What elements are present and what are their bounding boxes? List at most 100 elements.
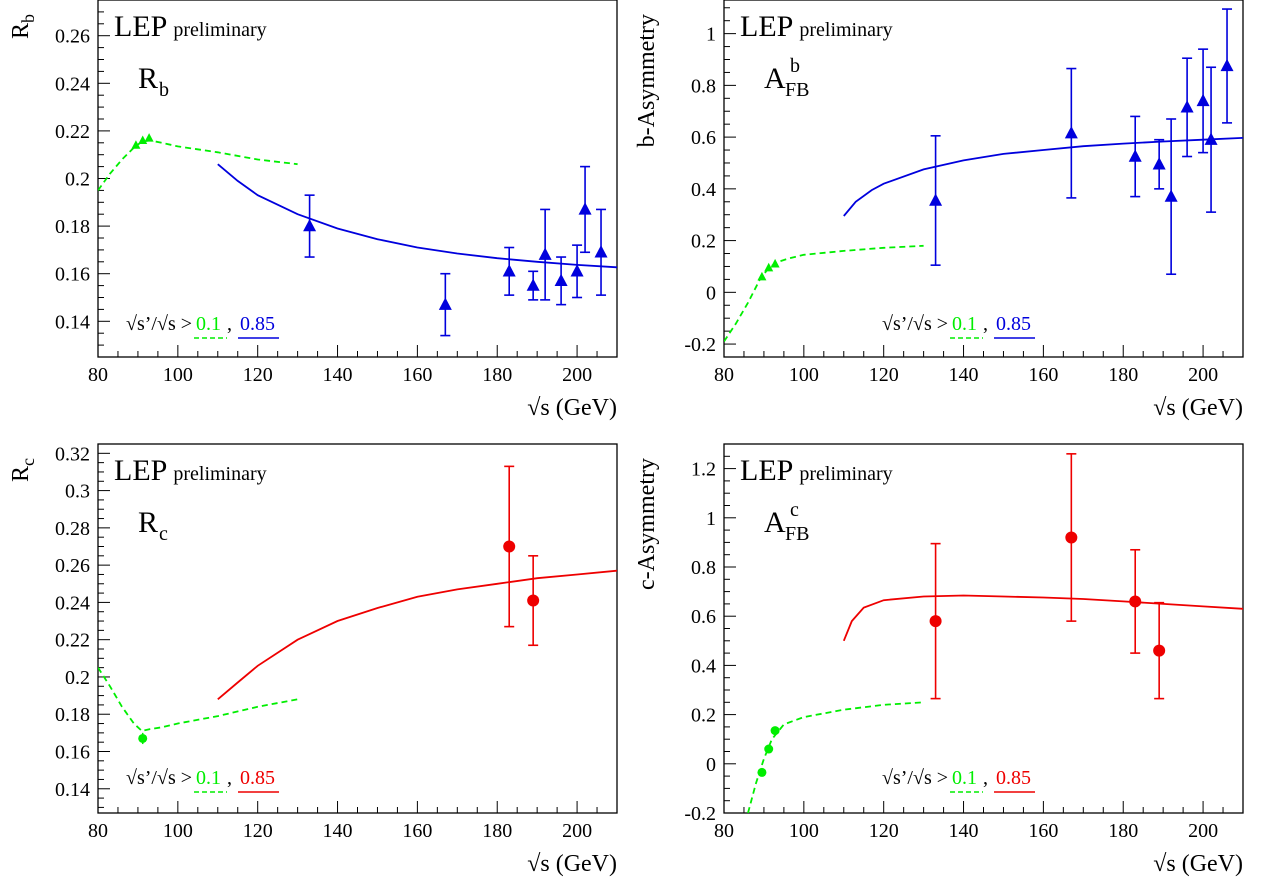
- lep-label-sub: preliminary: [799, 463, 892, 485]
- data-point: [1128, 149, 1142, 162]
- data-point: [929, 615, 942, 628]
- x-tick-label: 140: [949, 820, 979, 842]
- x-tick-label: 180: [482, 364, 512, 386]
- panel-afb-b: 80 100 120 140 160 180 200 -0.2 0 0.2 0.4 0.6 0.8 1 √s…: [634, 0, 1244, 421]
- y-tick-label: 0.6: [691, 606, 716, 628]
- low-energy-point: [770, 258, 780, 268]
- observable-subscript: c: [159, 523, 168, 545]
- x-tick-label: 80: [714, 364, 734, 386]
- x-tick-label: 180: [1108, 820, 1138, 842]
- lep-label-sub: preliminary: [799, 19, 892, 41]
- observable-subscript: FB: [785, 523, 809, 545]
- x-tick-label: 140: [323, 364, 353, 386]
- plot-area: [747, 453, 1243, 813]
- y-tick-label: 0.8: [691, 75, 716, 97]
- y-tick-label: 0.24: [55, 73, 90, 95]
- low-energy-point: [131, 140, 141, 149]
- y-tick-label: 0.2: [691, 705, 716, 727]
- y-axis-label: b-Asymmetry: [634, 14, 660, 147]
- observable-label: R: [138, 62, 158, 95]
- cut-legend-sep: ,: [983, 767, 988, 789]
- low-energy-point: [764, 262, 774, 272]
- data-point: [303, 218, 317, 232]
- x-tick-label: 80: [88, 364, 108, 386]
- panel-afb-c: 80 100 120 140 160 180 200 -0.2 0 0.2 0.4 0.6 0.8 1 1.…: [634, 443, 1244, 877]
- data-point: [1220, 58, 1234, 72]
- x-tick-label: 160: [402, 820, 432, 842]
- data-point: [554, 273, 568, 287]
- cut-legend-sep: ,: [227, 313, 232, 335]
- plot-area: [98, 465, 617, 745]
- y-axis-label: c-Asymmetry: [634, 458, 660, 590]
- x-tick-label: 120: [869, 820, 899, 842]
- cut-legend-sep: ,: [227, 767, 232, 789]
- y-axis-label-sub: c: [18, 458, 38, 466]
- x-tick-label: 200: [562, 820, 592, 842]
- panel-rc: 80 100 120 140 160 180 200 0.14 0.16 0.18 0.2 0.22 0…: [8, 443, 618, 877]
- y-axis-label: Rc: [8, 458, 38, 482]
- low-cut-curve: [98, 667, 298, 732]
- data-point: [1180, 100, 1194, 113]
- y-axis-label-sub: b: [18, 14, 38, 23]
- cut-legend-sep: ,: [983, 313, 988, 335]
- lep-label-main: LEP: [114, 10, 167, 43]
- y-axis-label: Rb: [8, 14, 38, 39]
- y-tick-label: 0: [706, 754, 716, 776]
- lep-label-main: LEP: [740, 454, 793, 487]
- low-energy-point: [757, 767, 767, 777]
- x-axis-label: √s (GeV): [527, 395, 617, 421]
- lep-label-sub: preliminary: [173, 19, 266, 41]
- y-tick-label: 0.28: [55, 518, 90, 540]
- data-point: [527, 594, 540, 607]
- data-point: [1152, 157, 1166, 170]
- y-tick-label: 0.24: [55, 592, 90, 614]
- y-tick-label: 0.14: [55, 311, 90, 333]
- y-tick-label: 0.4: [691, 655, 716, 677]
- data-point: [438, 297, 452, 310]
- y-tick-label: 0.6: [691, 127, 716, 149]
- y-tick-label: 0.26: [55, 555, 90, 577]
- cut-legend: √s’/√s >0.1, 0.85: [126, 313, 275, 335]
- observable-subscript: b: [159, 79, 169, 101]
- low-energy-point: [138, 135, 148, 145]
- cut-legend-low: 0.1: [196, 313, 221, 335]
- y-tick-label: 0.16: [55, 742, 90, 764]
- lep-label: LEP preliminary: [740, 10, 893, 43]
- data-point: [1065, 531, 1078, 544]
- y-tick-label: 0.3: [65, 481, 90, 503]
- x-tick-label: 200: [562, 364, 592, 386]
- y-axis-label-main: c-Asymmetry: [634, 458, 660, 590]
- lep-label: LEP preliminary: [740, 454, 893, 487]
- x-tick-label: 160: [1028, 820, 1058, 842]
- x-axis-label: √s (GeV): [527, 851, 617, 877]
- cut-legend-low: 0.1: [952, 767, 977, 789]
- data-point: [578, 202, 592, 215]
- observable-label: R: [138, 506, 158, 539]
- cut-legend-text: √s’/√s >: [882, 313, 948, 335]
- data-point: [1164, 189, 1178, 202]
- y-tick-label: 1: [706, 508, 716, 530]
- low-energy-point: [764, 744, 774, 754]
- y-tick-label: -0.2: [684, 803, 716, 825]
- x-tick-label: 180: [1108, 364, 1138, 386]
- x-tick-label: 200: [1188, 364, 1218, 386]
- observable-subscript: FB: [785, 79, 809, 101]
- low-cut-curve: [747, 701, 924, 813]
- plot-frame: [723, 0, 1244, 358]
- x-tick-label: 120: [243, 364, 273, 386]
- low-energy-point: [757, 271, 767, 281]
- y-tick-label: 0.2: [65, 169, 90, 191]
- data-point: [1204, 132, 1218, 145]
- x-tick-label: 100: [163, 820, 193, 842]
- observable-superscript: c: [790, 499, 799, 521]
- y-tick-label: 0.2: [65, 667, 90, 689]
- panel-rb: 80 100 120 140 160 180 200 0.14 0.16 0.18 0.2 0.22 0…: [8, 0, 618, 421]
- high-cut-curve: [217, 569, 617, 700]
- x-tick-label: 200: [1188, 820, 1218, 842]
- data-point: [502, 264, 516, 277]
- data-point: [526, 278, 540, 291]
- x-axis-label: √s (GeV): [1153, 395, 1243, 421]
- x-tick-label: 80: [88, 820, 108, 842]
- lep-label: LEP preliminary: [114, 454, 267, 487]
